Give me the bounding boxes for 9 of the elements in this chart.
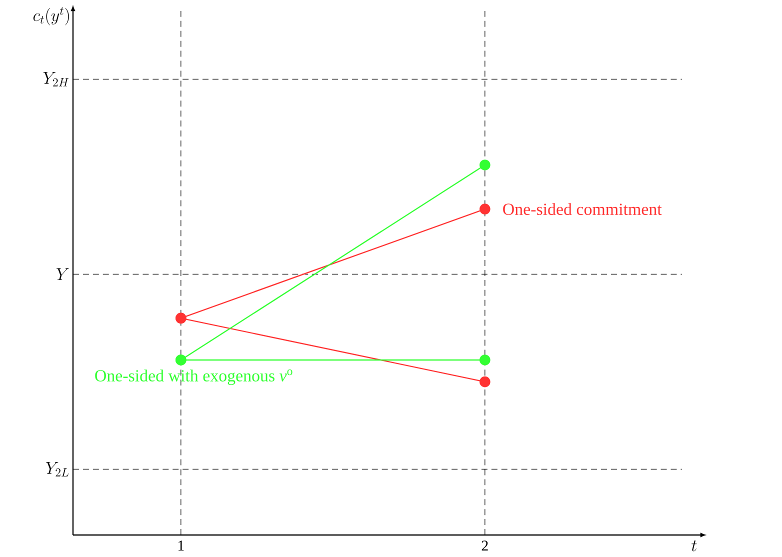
text: $c_t(y^t)$	[33, 7, 69, 26]
x-tick-label: 2	[482, 540, 488, 551]
ref-line-label: $Y$	[56, 268, 69, 280]
ref-line-label: $Y_{2L}$	[46, 462, 69, 476]
x-tick-label: 1	[178, 540, 184, 551]
ref-line-label: $Y_{2H}$	[43, 72, 69, 86]
series-label: One-sided with exogenous v$^{o}$	[95, 369, 292, 385]
x-axis-title: $t$	[692, 540, 697, 552]
series-label: One-sided commitment	[503, 203, 662, 215]
